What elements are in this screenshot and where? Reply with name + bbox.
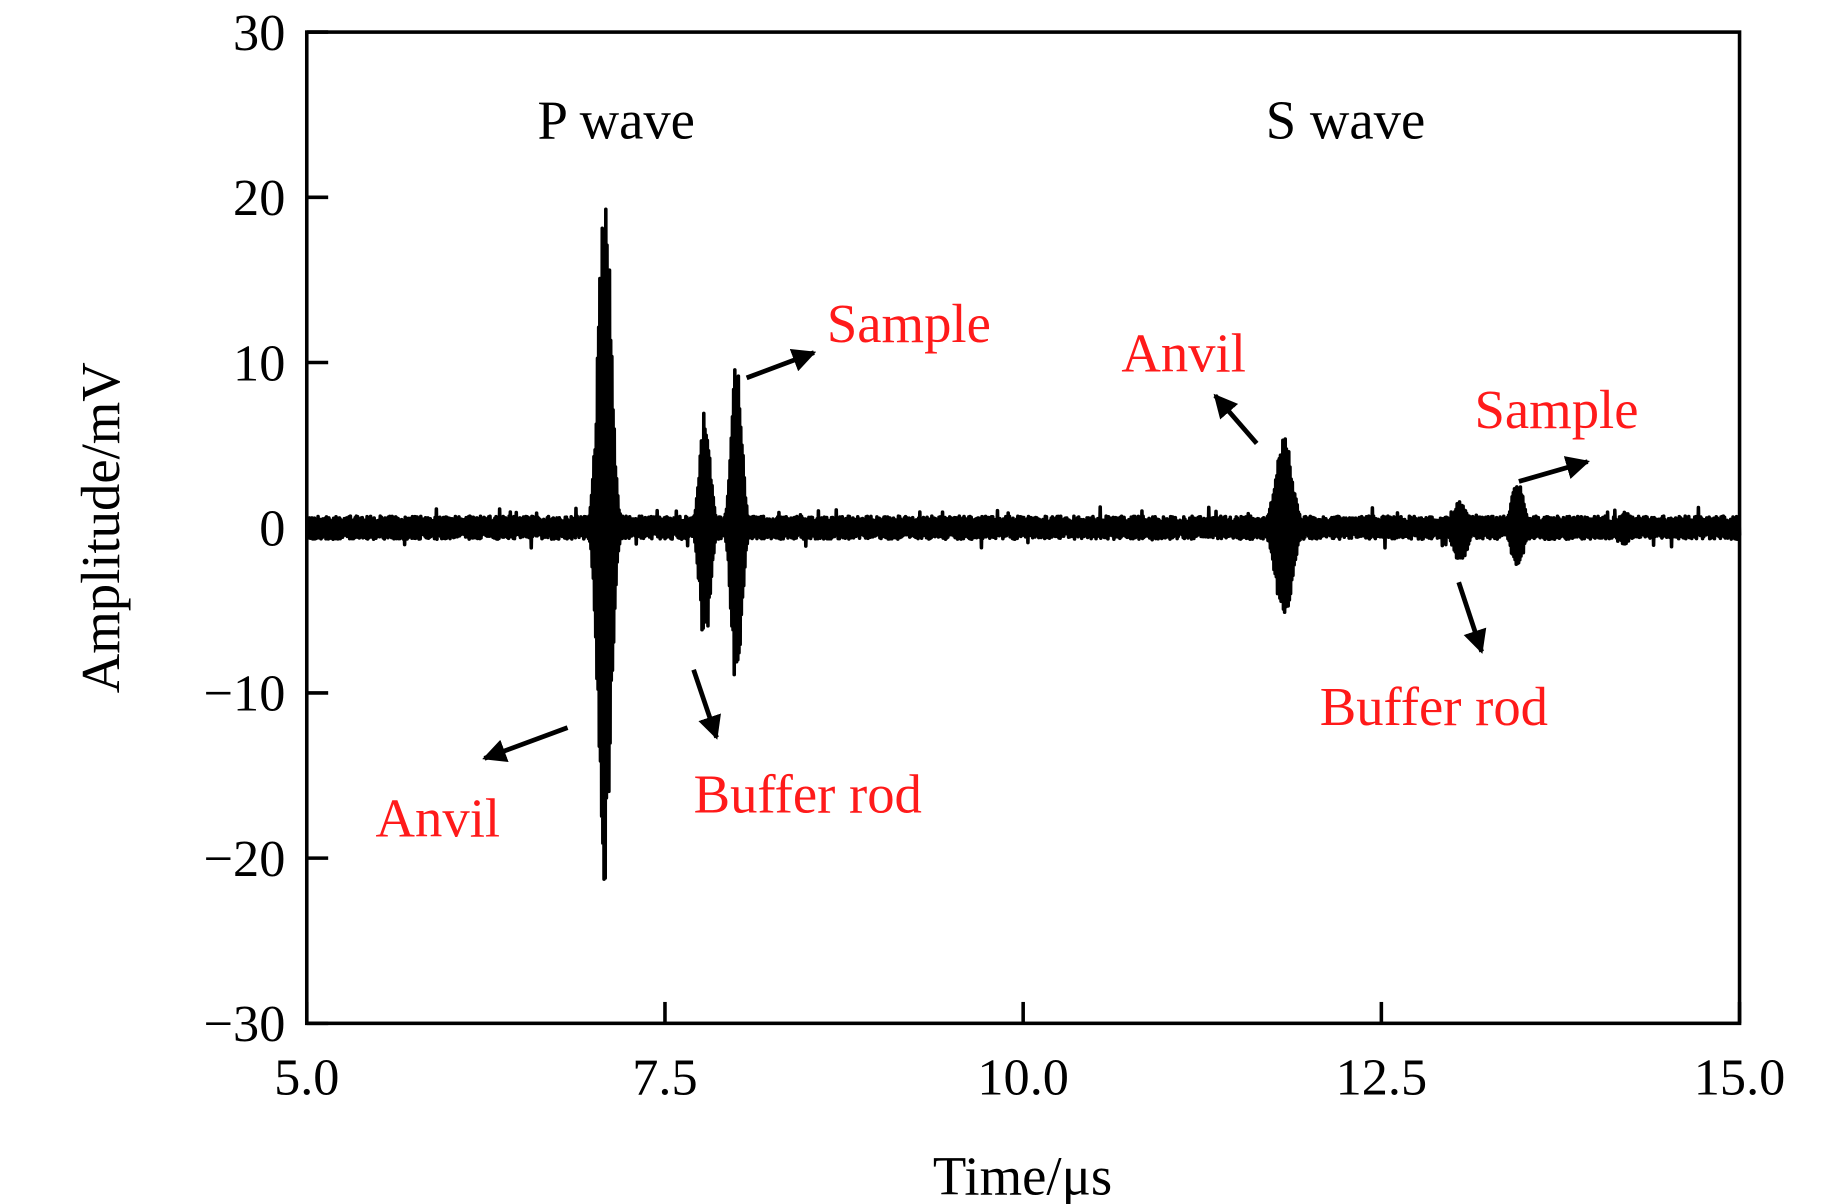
x-tick-label: 5.0 <box>274 1049 339 1107</box>
y-tick-label: 30 <box>233 4 285 62</box>
annotation-arrow <box>1213 393 1259 446</box>
annotation-arrow <box>482 725 569 763</box>
annotations: P wave S wave Sample Anvil Sample Buffer rod A… <box>376 90 1639 849</box>
signal-trace <box>304 207 1742 881</box>
y-tick-label: −30 <box>204 995 286 1053</box>
annotation-arrow <box>691 669 721 740</box>
x-tick-label: 10.0 <box>977 1049 1069 1107</box>
y-axis-title: Amplitude/mV <box>70 362 131 693</box>
annotation-label: S wave <box>1266 90 1425 151</box>
x-tick-label: 7.5 <box>632 1049 697 1107</box>
annotation-arrow <box>1456 581 1487 654</box>
y-tick-label: 10 <box>233 334 285 392</box>
annotation-label: Sample <box>1474 379 1638 440</box>
annotation-label: Anvil <box>1121 323 1246 384</box>
annotation-arrow <box>745 348 817 381</box>
annotation-label: Buffer rod <box>694 764 922 825</box>
y-tick-label: −20 <box>204 830 286 888</box>
y-tick-label: 20 <box>233 169 285 227</box>
x-axis-title: Time/μs <box>933 1146 1112 1204</box>
y-tick-label: −10 <box>204 665 286 723</box>
annotation-label: Buffer rod <box>1320 676 1548 737</box>
x-tick-label: 15.0 <box>1694 1049 1786 1107</box>
signal-layer <box>304 207 1742 881</box>
x-tick-label: 12.5 <box>1336 1049 1428 1107</box>
y-tick-label: 0 <box>259 500 285 558</box>
annotation-arrow <box>1518 456 1590 484</box>
axes: 5.0 7.5 10.0 12.5 15.0 30 20 10 0 −10 −20 −30 <box>204 4 1786 1107</box>
annotation-label: P wave <box>538 90 695 151</box>
annotation-label: Sample <box>827 293 991 354</box>
annotation-label: Anvil <box>376 788 501 849</box>
signal-baseline <box>306 520 1740 536</box>
